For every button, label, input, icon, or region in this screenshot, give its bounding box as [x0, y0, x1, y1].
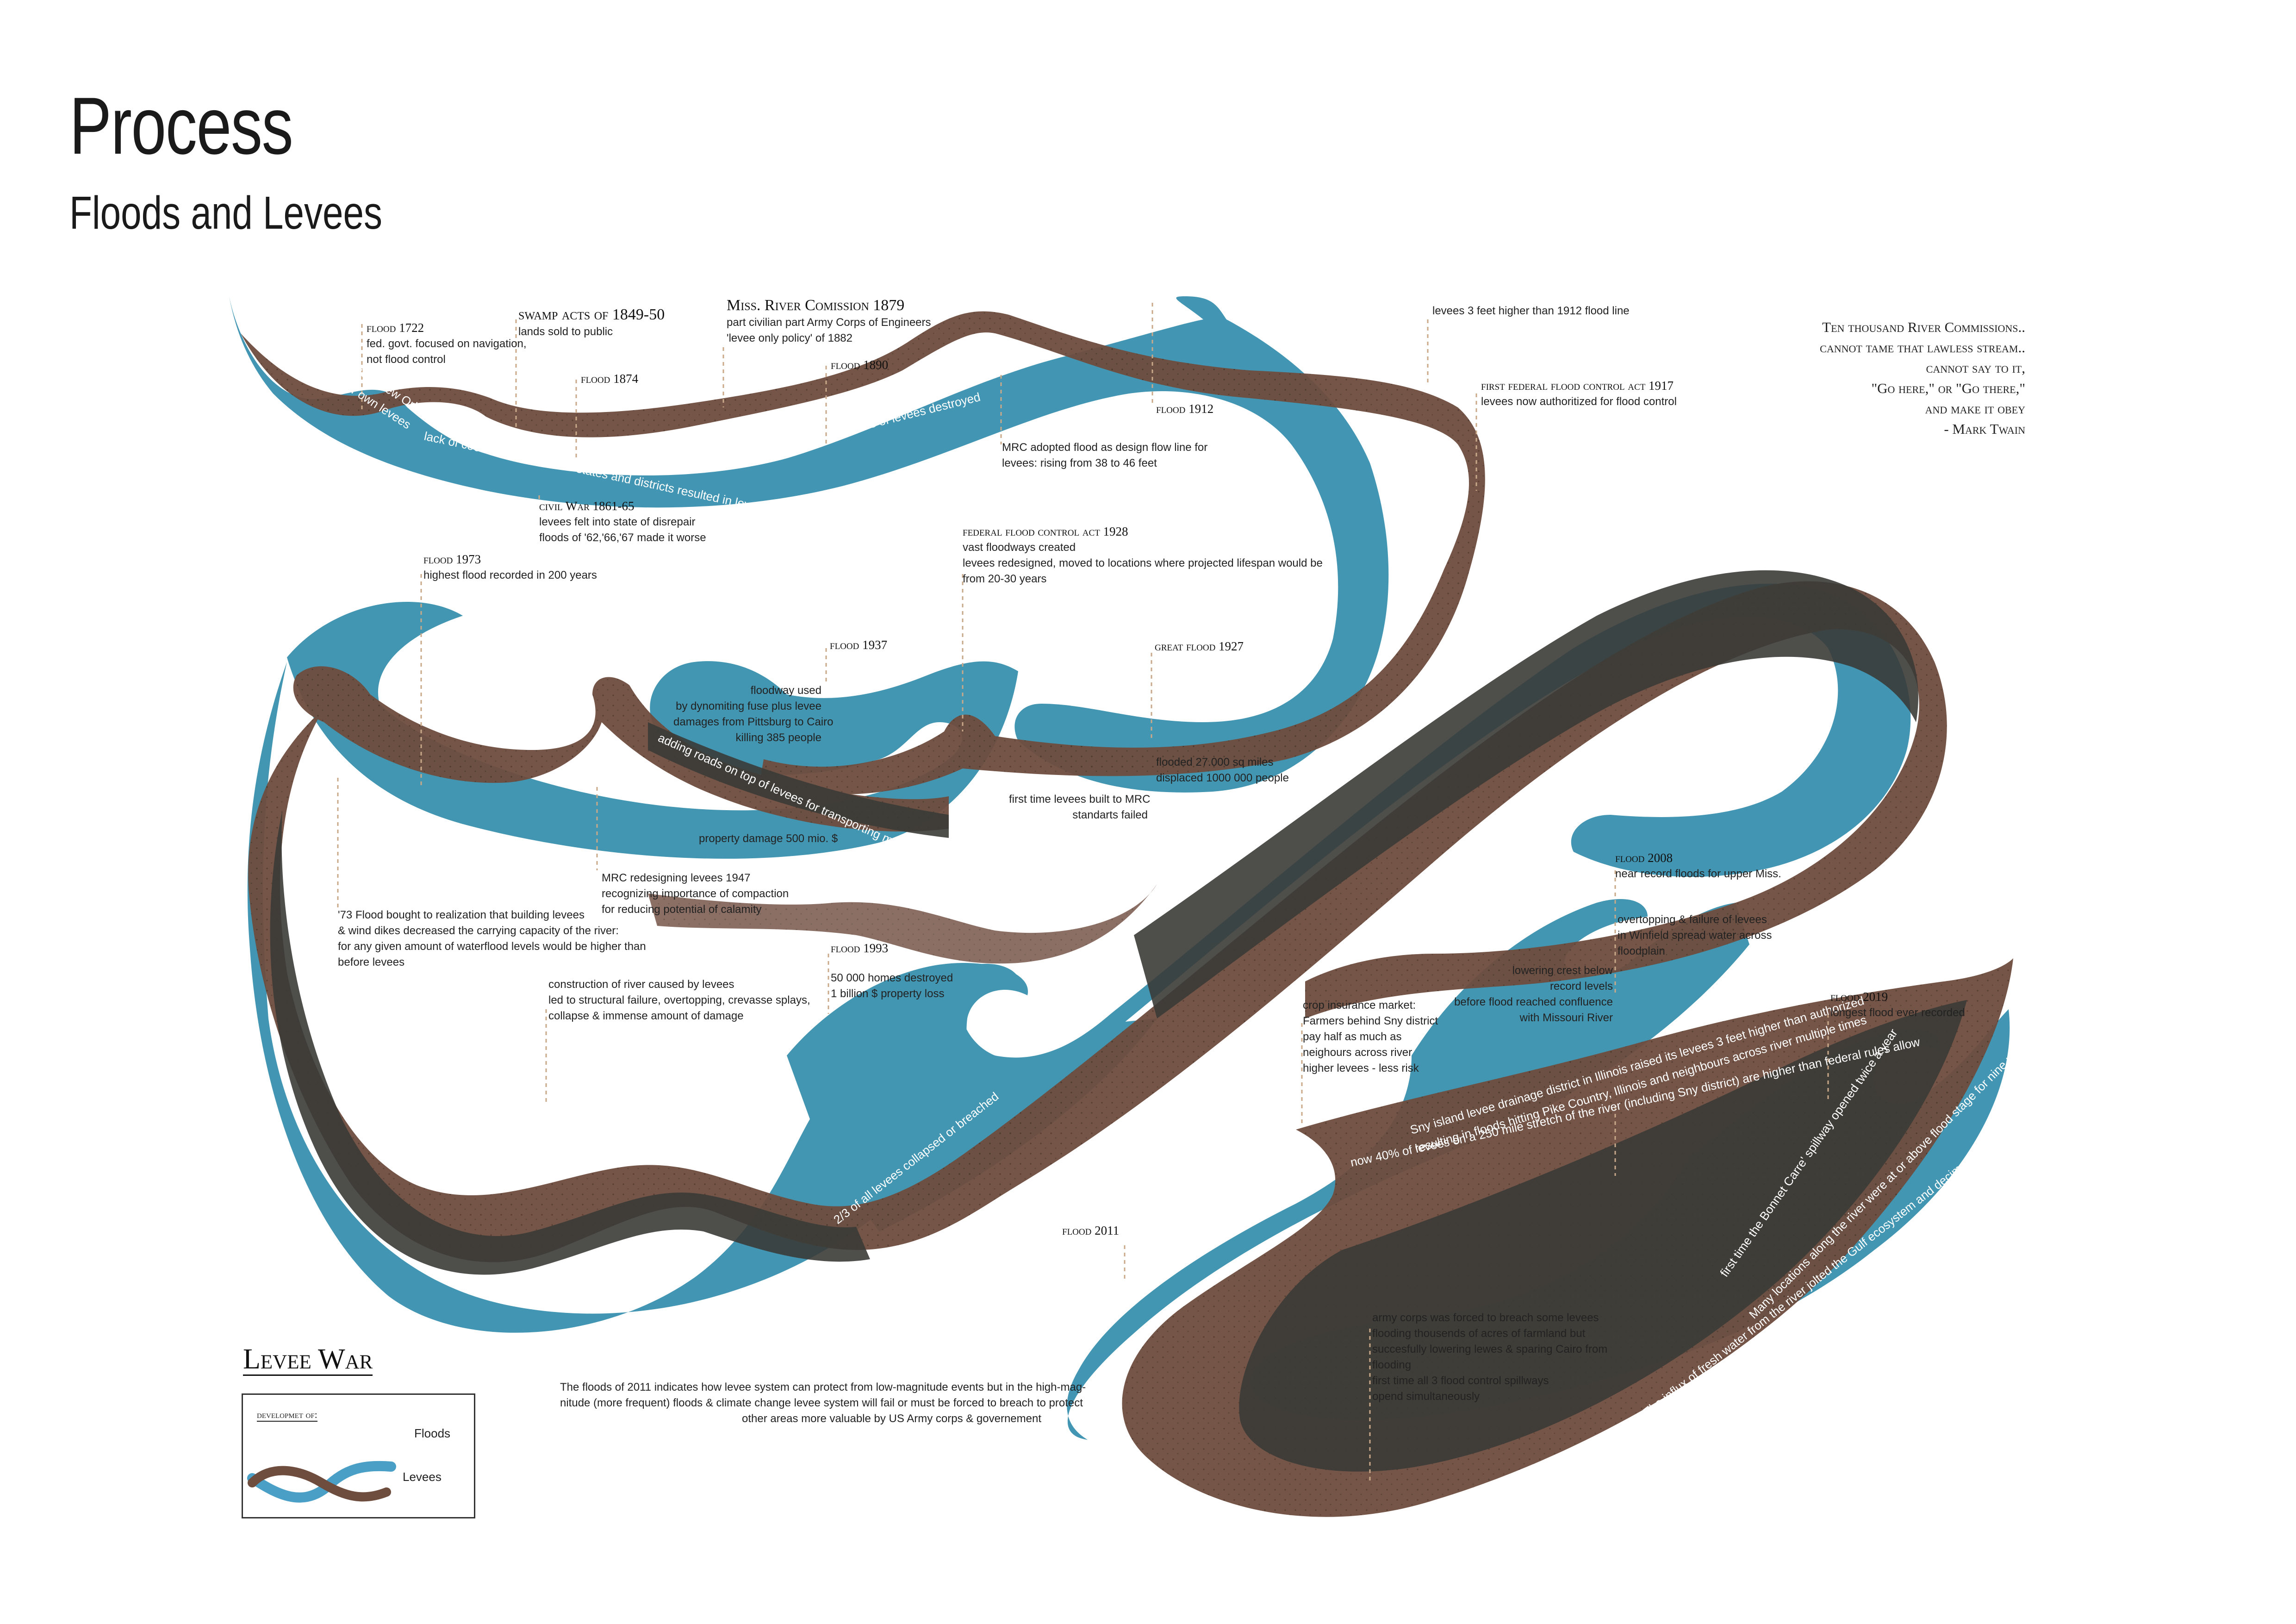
- annotation-heading: flood 2011: [1062, 1224, 1120, 1237]
- annotation-first-time-failed: first time levees built to MRC standarts…: [1009, 793, 1151, 821]
- annotation-mrc-1947: MRC redesigning levees 1947 recognizing …: [602, 872, 789, 916]
- annotation-floods-2011-text: The floods of 2011 indicates how levee s…: [560, 1381, 1086, 1425]
- annotation-73-flood: '73 Flood bought to realization that bui…: [338, 909, 646, 968]
- annotation-flood-1993: flood 1993 50 000 homes destroyed 1 bill…: [831, 940, 953, 1002]
- flood-band-1993: [787, 963, 1157, 1231]
- annotation-heading: civil War 1861-65: [539, 499, 635, 513]
- annotation-lowering-crest: lowering crest below record levels befor…: [1454, 964, 1613, 1024]
- annotation-heading: flood 1993: [831, 941, 889, 955]
- annotation-heading: swamp acts of 1849-50: [518, 306, 665, 323]
- annotation-dynamite: floodway used by dynomiting fuse plus le…: [673, 684, 834, 744]
- annotation-heading: flood 2008: [1615, 851, 1673, 865]
- annotation-flood-2008: flood 2008 near record floods for upper …: [1615, 849, 1781, 882]
- legend-levee-swatch: [248, 1466, 391, 1502]
- annotation-heading: federal flood control act 1928: [963, 525, 1128, 538]
- annotation-flooded-area: flooded 27.000 sq miles displaced 1000 0…: [1156, 756, 1289, 784]
- annotation-property-damage: property damage 500 mio. $: [699, 832, 838, 845]
- annotation-heading: first federal flood control act 1917: [1481, 379, 1674, 393]
- annotation-act-1928: federal flood control act 1928 vast floo…: [963, 523, 1323, 587]
- annotation-mrc-flowline: MRC adopted flood as design flow line fo…: [1002, 441, 1208, 469]
- flood-band-bottom: [1067, 899, 1749, 1440]
- annotation-flood-2019: flood 2019 longest flood ever recorded: [1830, 988, 1965, 1021]
- annotation-flood-1890: flood 1890: [831, 356, 888, 373]
- annotation-heading: flood 1874: [581, 372, 639, 386]
- annotation-flood-1874: flood 1874: [581, 370, 638, 387]
- annotation-heading: great flood 1927: [1155, 639, 1244, 653]
- legend-swatch: [247, 1461, 396, 1503]
- overlap-band-roads: [648, 722, 949, 838]
- legend-heading: developmet of:: [257, 1409, 317, 1422]
- overlap-band-s: [1134, 570, 1918, 1018]
- annotation-heading: flood 1890: [831, 358, 889, 372]
- overlap-band-left: [270, 810, 870, 1275]
- annotation-commission-1879: Miss. River Comission 1879 part civilian…: [727, 297, 931, 344]
- annotation-flood-2011: flood 2011: [1062, 1222, 1119, 1239]
- levee-band-top: [241, 311, 1485, 795]
- mark-twain-quote: Ten thousand River Commissions.. cannot …: [1820, 319, 2025, 437]
- legend-label-floods: Floods: [414, 1426, 451, 1440]
- annotation-levees-3ft: levees 3 feet higher than 1912 flood lin…: [1432, 305, 1630, 317]
- annotation-crop-insurance: crop insurance market: Farmers behind Sn…: [1303, 999, 1438, 1074]
- annotation-flood-1912: flood 1912: [1156, 400, 1213, 417]
- legend-title: Levee War: [243, 1343, 373, 1376]
- page-title: Process: [69, 81, 293, 171]
- annotation-army-corps: army corps was forced to breach some lev…: [1372, 1312, 1608, 1403]
- annotation-swamp-acts: swamp acts of 1849-50 lands sold to publ…: [518, 306, 665, 338]
- annotation-act-1917: first federal flood control act 1917 lev…: [1481, 377, 1677, 410]
- annotation-flood-1722: flood 1722 fed. govt. focused on navigat…: [367, 319, 527, 368]
- annotation-flood-1973: flood 1973 highest flood recorded in 200…: [423, 551, 597, 583]
- annotation-heading: flood 1722: [367, 321, 424, 335]
- annotation-heading: Miss. River Comission 1879: [727, 297, 905, 314]
- annotation-heading: flood 1973: [423, 552, 481, 566]
- legend-label-levees: Levees: [403, 1470, 442, 1484]
- overlap-band-bottom: [1239, 1000, 1967, 1472]
- levee-band-1993: [648, 884, 1157, 964]
- annotation-civil-war: civil War 1861-65 levees felt into state…: [539, 498, 706, 546]
- legend-box: developmet of: Floods Levees: [242, 1393, 475, 1518]
- annotation-construction: construction of river caused by levees l…: [548, 978, 810, 1022]
- annotation-heading: flood 1912: [1156, 402, 1214, 416]
- annotation-flood-1937: flood 1937: [830, 637, 887, 653]
- annotation-overtopping: overtopping & failure of levees in Winfi…: [1618, 913, 1772, 957]
- annotation-heading: flood 2019: [1830, 990, 1888, 1004]
- flood-band-middle: [287, 602, 1018, 859]
- page-subtitle: Floods and Levees: [69, 187, 383, 239]
- annotation-heading: flood 1937: [830, 638, 888, 652]
- annotation-great-flood-1927: great flood 1927: [1155, 638, 1244, 655]
